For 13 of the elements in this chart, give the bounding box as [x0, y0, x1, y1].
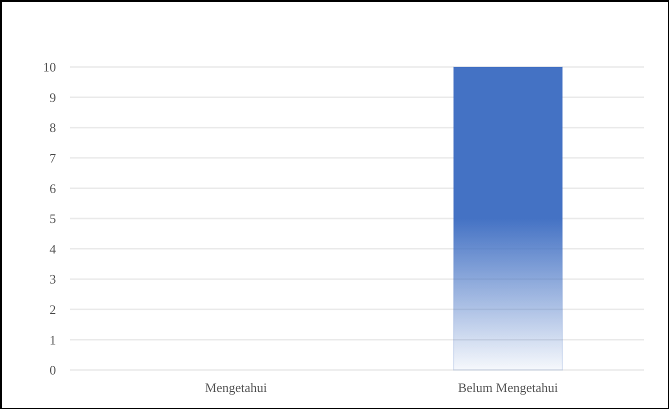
- x-tick-label: Mengetahui: [204, 380, 268, 395]
- y-tick-label: 4: [50, 241, 56, 256]
- y-tick-label: 3: [50, 272, 56, 287]
- y-tick-label: 2: [50, 302, 56, 317]
- y-tick-label: 7: [50, 150, 56, 166]
- y-tick-label: 10: [43, 60, 56, 75]
- y-tick-label: 8: [50, 120, 56, 136]
- y-tick-label: 0: [50, 362, 56, 378]
- y-tick-label: 5: [50, 211, 56, 226]
- y-tick-label: 6: [50, 180, 56, 196]
- y-tick-label: 1: [50, 332, 56, 348]
- x-tick-label: Belum Mengetahui: [458, 380, 558, 395]
- y-tick-label: 9: [50, 90, 56, 105]
